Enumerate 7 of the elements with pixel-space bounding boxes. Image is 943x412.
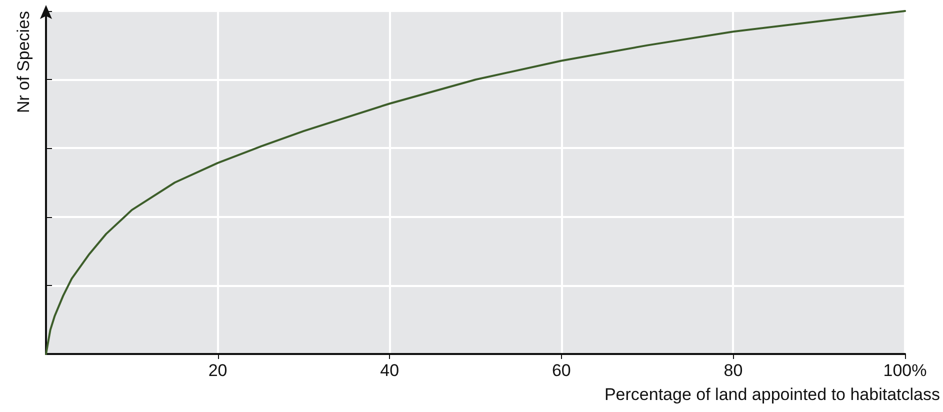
x-tick-label: 80: [724, 361, 743, 380]
x-tick-label: 20: [208, 361, 228, 380]
x-tick-label: 100%: [883, 361, 927, 380]
x-axis-title: Percentage of land appointed to habitatclass: [604, 385, 940, 404]
x-tick-label: 40: [380, 361, 400, 380]
x-tick-label: 60: [552, 361, 571, 380]
y-axis-title: Nr of Species: [14, 11, 33, 114]
